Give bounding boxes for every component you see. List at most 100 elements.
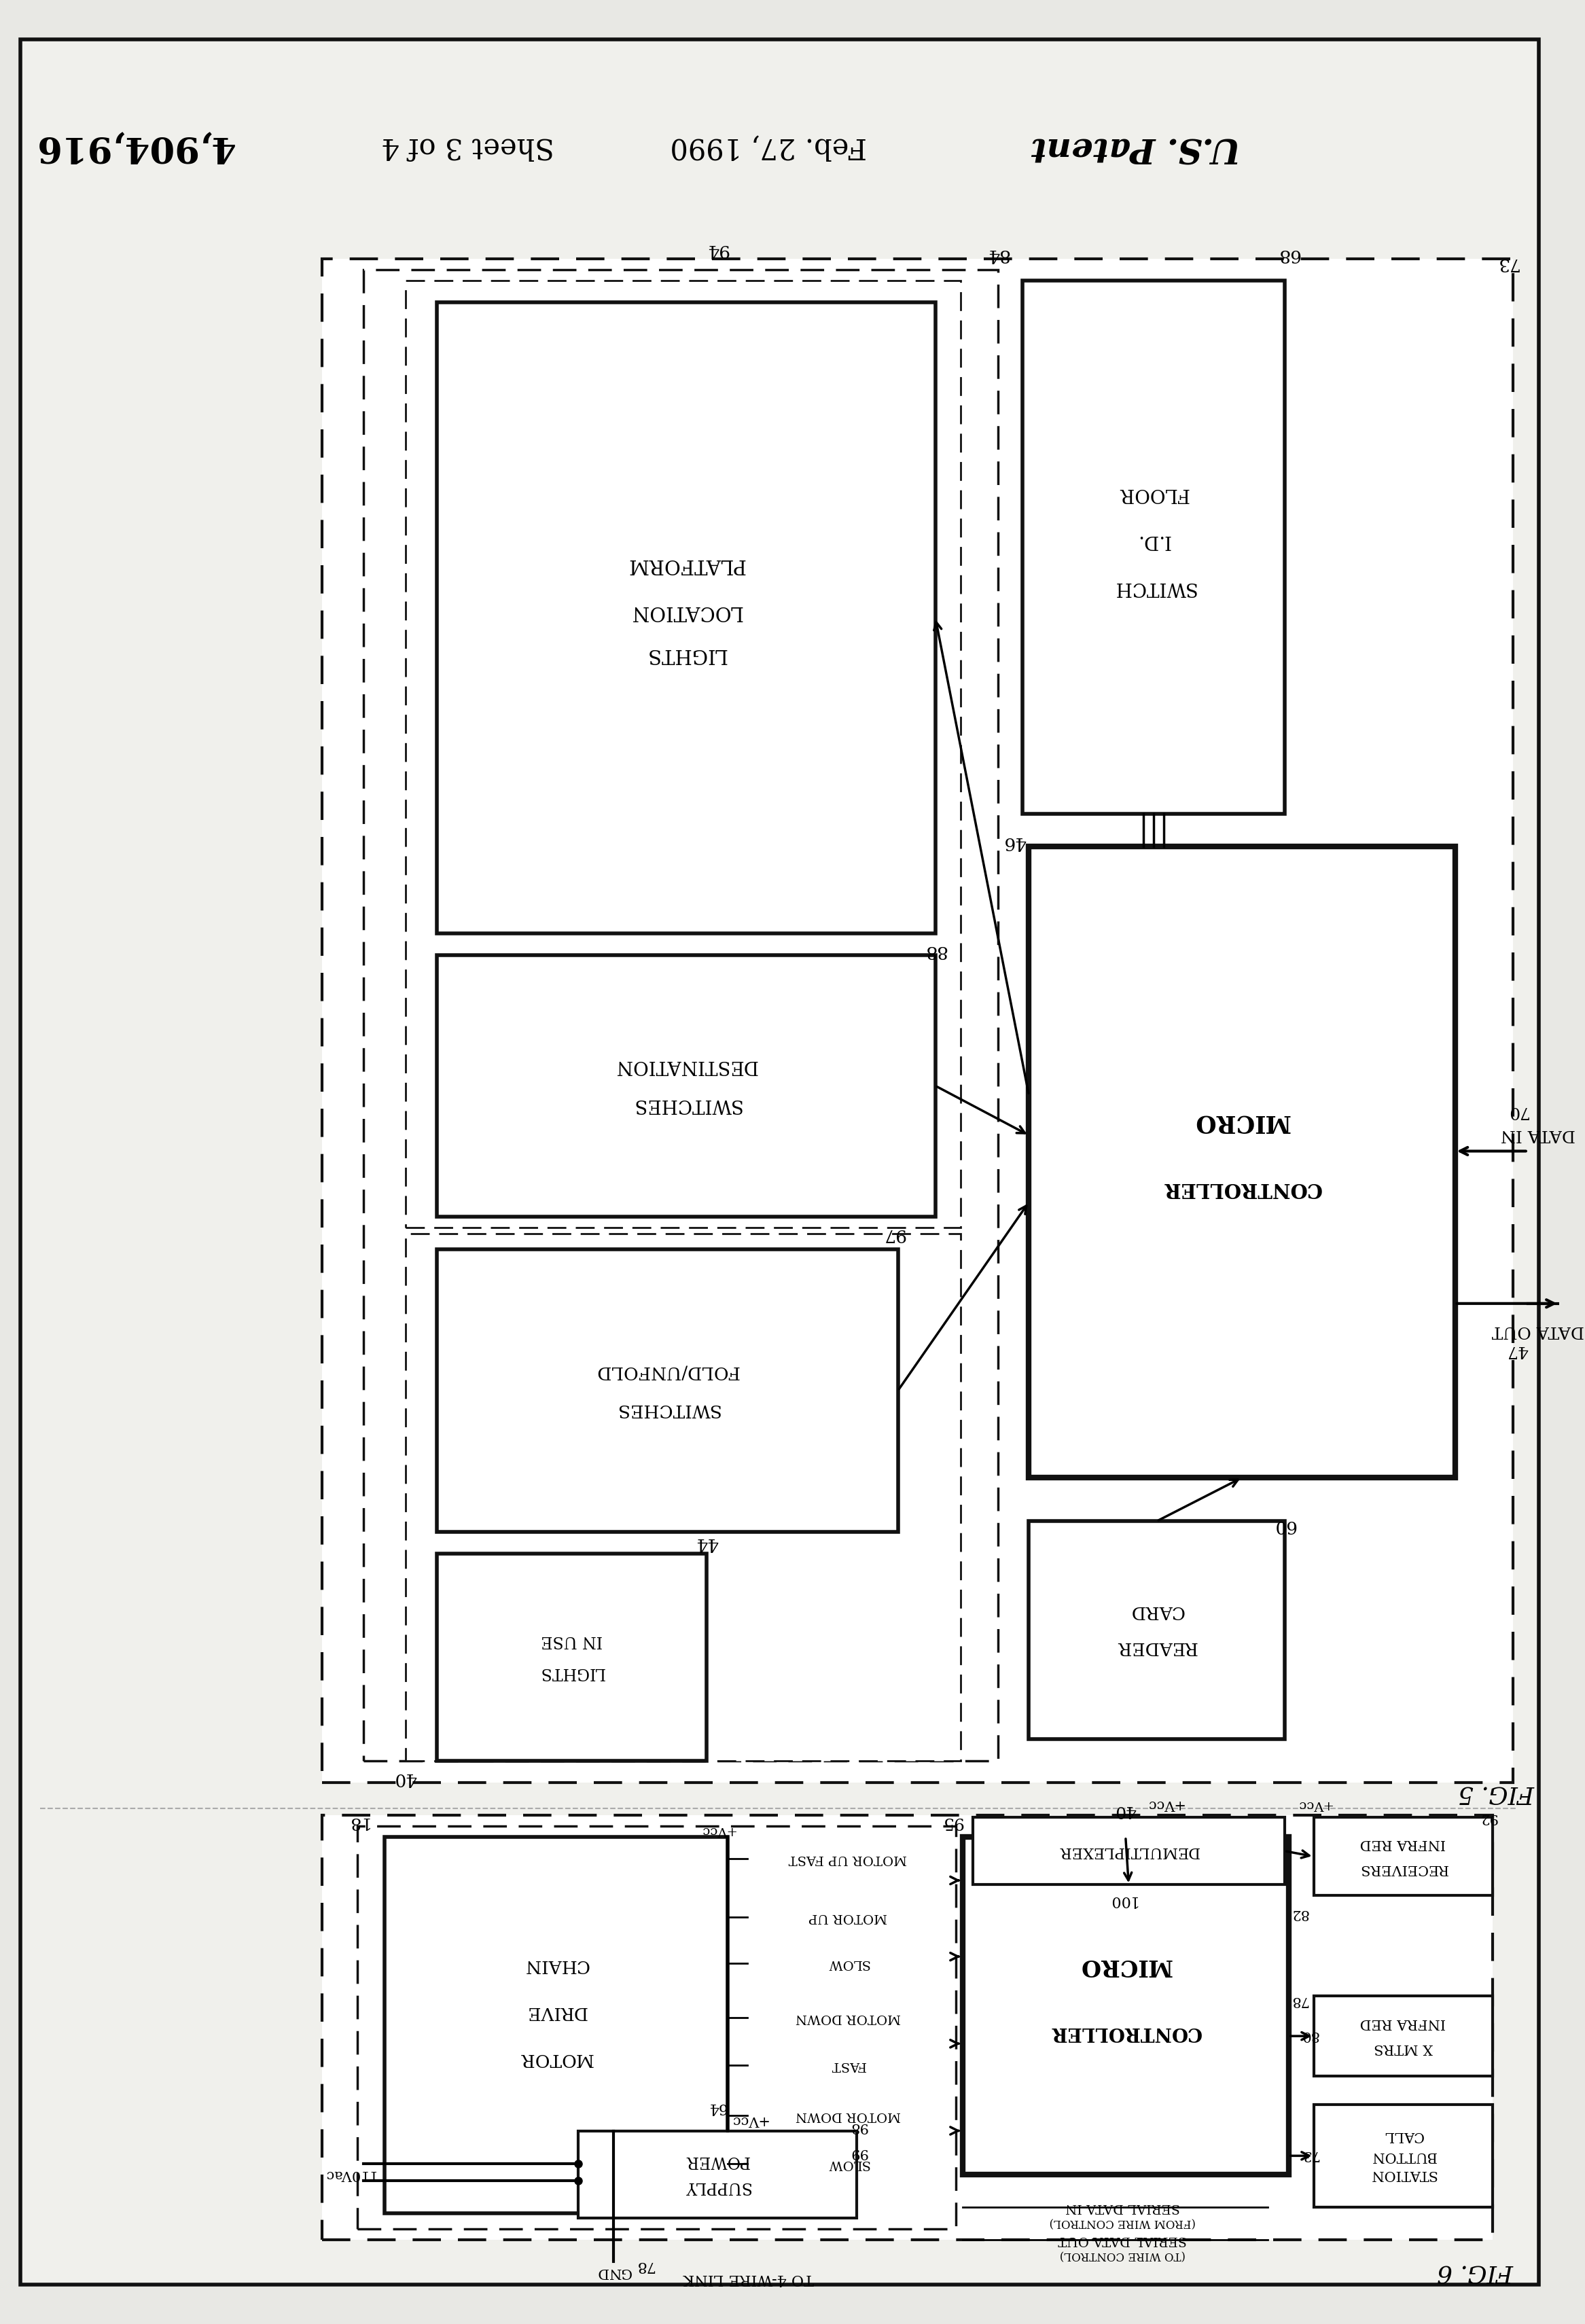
Text: INFRA RED: INFRA RED: [1360, 1836, 1446, 1850]
Text: MICRO: MICRO: [1079, 1954, 1171, 1978]
Text: MOTOR DOWN: MOTOR DOWN: [796, 2110, 900, 2122]
Text: 40: 40: [395, 1769, 417, 1787]
Text: 4,904,916: 4,904,916: [33, 130, 233, 165]
Text: 100: 100: [1108, 1892, 1136, 1908]
Text: LOCATION: LOCATION: [629, 602, 742, 621]
Text: FAST: FAST: [831, 2059, 865, 2071]
Text: +Vcc: +Vcc: [729, 2113, 767, 2126]
Text: 70: 70: [1507, 1104, 1528, 1118]
Text: (FROM WIRE CONTROL): (FROM WIRE CONTROL): [1049, 2217, 1195, 2229]
Text: 99: 99: [850, 2145, 867, 2159]
Bar: [1314, 2106, 1493, 2208]
Text: IN USE: IN USE: [540, 1634, 602, 1648]
Bar: [385, 1836, 728, 2212]
Bar: [1029, 846, 1455, 1478]
Text: 97: 97: [883, 1225, 905, 1243]
Text: I.D.: I.D.: [1136, 532, 1171, 548]
Text: 73: 73: [1496, 253, 1518, 272]
Bar: [363, 270, 997, 1762]
Text: 44: 44: [696, 1534, 718, 1552]
Text: 78: 78: [634, 2259, 655, 2273]
Text: SUPPLY: SUPPLY: [685, 2178, 750, 2194]
Text: 95: 95: [941, 1813, 962, 1829]
Text: (TO WIRE CONTROL): (TO WIRE CONTROL): [1059, 2250, 1186, 2261]
Text: LIGHTS: LIGHTS: [539, 1664, 604, 1680]
Text: 47: 47: [1507, 1343, 1528, 1357]
Bar: [579, 2131, 856, 2217]
Text: 40: 40: [1114, 1803, 1136, 1817]
Text: 64: 64: [707, 2101, 726, 2115]
Text: +Vcc: +Vcc: [1144, 1799, 1182, 1810]
Text: MICRO: MICRO: [1194, 1111, 1290, 1134]
Text: 46: 46: [1003, 834, 1025, 851]
Bar: [436, 1248, 899, 1532]
Text: Feb. 27, 1990: Feb. 27, 1990: [670, 132, 867, 160]
Bar: [406, 281, 961, 1227]
Text: CONTROLLER: CONTROLLER: [1163, 1178, 1322, 1199]
Bar: [436, 302, 935, 934]
Bar: [322, 258, 1514, 1783]
Text: DEMULTIPLEXER: DEMULTIPLEXER: [1059, 1843, 1198, 1859]
Text: SLOW: SLOW: [827, 2157, 869, 2171]
Text: U.S. Patent: U.S. Patent: [1032, 130, 1241, 163]
Text: CALL: CALL: [1384, 2129, 1423, 2143]
Text: 88: 88: [924, 941, 946, 960]
Text: SLOW: SLOW: [827, 1957, 869, 1968]
Bar: [322, 1815, 1493, 2240]
Bar: [436, 955, 935, 1215]
Text: INFRA RED: INFRA RED: [1360, 2017, 1446, 2029]
Text: TO 4-WIRE LINK: TO 4-WIRE LINK: [683, 2271, 813, 2287]
Text: GND: GND: [596, 2266, 631, 2280]
Text: MOTOR: MOTOR: [520, 2050, 593, 2066]
Text: Sheet 3 of 4: Sheet 3 of 4: [382, 132, 555, 160]
Text: FIG. 5: FIG. 5: [1458, 1783, 1534, 1806]
Text: +Vcc: +Vcc: [699, 1824, 735, 1836]
Text: 82: 82: [1290, 1906, 1308, 1920]
Bar: [1314, 1817, 1493, 1896]
Text: POWER: POWER: [685, 2152, 750, 2168]
Text: CARD: CARD: [1130, 1604, 1184, 1620]
Text: RECEIVERS: RECEIVERS: [1358, 1862, 1447, 1875]
Text: LIGHTS: LIGHTS: [645, 646, 726, 665]
Bar: [1022, 281, 1284, 813]
Text: MOTOR DOWN: MOTOR DOWN: [796, 2013, 900, 2024]
Text: 94: 94: [705, 242, 729, 258]
Text: DRIVE: DRIVE: [526, 2003, 586, 2020]
Bar: [1029, 1522, 1284, 1738]
Text: FLOOR: FLOOR: [1119, 483, 1189, 502]
Text: 98: 98: [850, 2119, 867, 2133]
Text: CHAIN: CHAIN: [523, 1957, 588, 1973]
Text: 18: 18: [347, 1813, 368, 1829]
Bar: [358, 1827, 956, 2229]
Bar: [973, 1817, 1284, 1885]
Text: SERIAL DATA IN: SERIAL DATA IN: [1065, 2201, 1179, 2212]
Text: SERIAL DATA OUT: SERIAL DATA OUT: [1059, 2233, 1187, 2245]
Text: DATA OUT: DATA OUT: [1491, 1322, 1585, 1339]
Text: FIG. 6: FIG. 6: [1438, 2261, 1514, 2284]
Text: READER: READER: [1116, 1638, 1197, 1655]
Text: SWITCHES: SWITCHES: [615, 1401, 720, 1418]
Text: PLATFORM: PLATFORM: [628, 555, 745, 574]
Text: 84: 84: [986, 246, 1010, 263]
Text: 78: 78: [1290, 1994, 1308, 2006]
Text: DATA IN: DATA IN: [1501, 1127, 1575, 1141]
Text: STATION: STATION: [1369, 2168, 1436, 2180]
Text: 92: 92: [1479, 1810, 1498, 1824]
Bar: [962, 1836, 1289, 2175]
Text: 80: 80: [1300, 2029, 1319, 2040]
Text: DESTINATION: DESTINATION: [615, 1057, 758, 1076]
Text: 110Vac: 110Vac: [323, 2168, 376, 2180]
Text: FOLD/UNFOLD: FOLD/UNFOLD: [596, 1364, 739, 1380]
Bar: [1314, 1996, 1493, 2075]
Bar: [406, 1234, 961, 1762]
Text: MOTOR UP FAST: MOTOR UP FAST: [789, 1852, 907, 1864]
Text: X MTRS: X MTRS: [1374, 2040, 1433, 2054]
Text: SWITCHES: SWITCHES: [631, 1095, 740, 1113]
Text: +Vcc: +Vcc: [1297, 1799, 1331, 1810]
Text: 60: 60: [1273, 1518, 1297, 1534]
Text: SWITCH: SWITCH: [1113, 579, 1195, 597]
Text: 68: 68: [1278, 246, 1300, 263]
Text: CONTROLLER: CONTROLLER: [1049, 2024, 1201, 2040]
Text: 73: 73: [1300, 2147, 1319, 2161]
Bar: [436, 1555, 707, 1762]
